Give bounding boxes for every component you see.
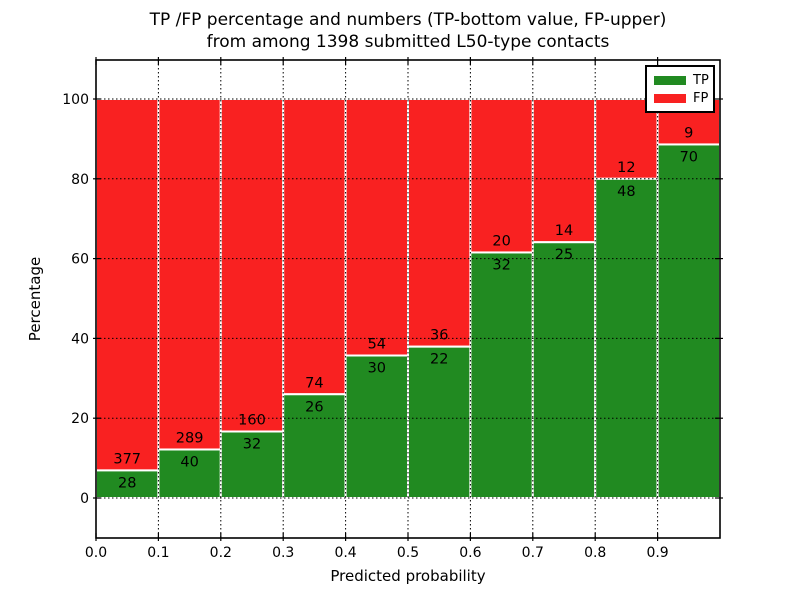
bar-tp-segment-1 (157, 448, 222, 499)
bar-tp-count-label-1: 40 (180, 454, 198, 470)
bar-fp-count-label-1: 289 (176, 430, 204, 446)
chart-title-line-2: from among 1398 submitted L50-type conta… (206, 32, 610, 52)
bar-fp-count-label-6: 20 (492, 233, 510, 249)
x-tick-label-0.2: 0.2 (210, 545, 232, 561)
chart-title: TP /FP percentage and numbers (TP-bottom… (96, 9, 720, 53)
legend-item-tp: TP (654, 72, 709, 88)
bar-tp-segment-5 (407, 345, 472, 500)
bar-tp-count-label-4: 30 (368, 361, 386, 377)
bar-fp-segment-1 (157, 98, 222, 451)
bar-tp-count-label-9: 70 (680, 149, 698, 165)
bar-fp-count-label-9: 9 (684, 125, 693, 141)
bar-fp-segment-6 (469, 98, 534, 254)
bar-tp-count-label-7: 25 (555, 247, 573, 263)
y-tick-label-40: 40 (71, 331, 89, 347)
y-tick-label-20: 20 (71, 411, 89, 427)
bar-fp-segment-4 (344, 98, 410, 357)
legend-tp-swatch-icon (654, 75, 686, 85)
bar-tp-count-label-5: 22 (430, 352, 448, 368)
bar-fp-count-label-4: 54 (368, 337, 386, 353)
y-tick-label-60: 60 (71, 252, 89, 268)
legend-fp-label: FP (693, 90, 709, 106)
x-tick-label-0.1: 0.1 (147, 545, 169, 561)
bar-tp-segment-8 (594, 177, 659, 500)
legend: TP FP (645, 65, 715, 113)
x-tick-label-0.4: 0.4 (334, 545, 356, 561)
bar-fp-segment-7 (531, 98, 597, 244)
x-tick-label-0.0: 0.0 (85, 545, 107, 561)
y-axis-label: Percentage (26, 257, 44, 341)
bar-tp-segment-3 (282, 393, 347, 500)
legend-item-fp: FP (654, 90, 709, 106)
y-tick-label-100: 100 (62, 92, 89, 108)
bar-fp-segment-2 (219, 98, 285, 433)
chart-title-line-1: TP /FP percentage and numbers (TP-bottom… (149, 10, 667, 30)
legend-tp-label: TP (693, 72, 709, 88)
bar-tp-segment-4 (344, 354, 410, 499)
bar-fp-count-label-8: 12 (617, 160, 635, 176)
bar-fp-count-label-2: 160 (238, 413, 266, 429)
y-tick-label-0: 0 (80, 491, 89, 507)
bar-fp-segment-0 (95, 98, 160, 472)
x-axis-label: Predicted probability (330, 567, 485, 585)
bar-tp-segment-7 (531, 241, 597, 499)
bar-tp-segment-2 (219, 430, 285, 499)
bar-fp-segment-3 (282, 98, 347, 396)
bar-tp-count-label-6: 32 (492, 257, 510, 273)
bar-tp-count-label-2: 32 (243, 437, 261, 453)
bar-fp-segment-5 (407, 98, 472, 348)
bar-fp-count-label-0: 377 (113, 451, 141, 467)
legend-fp-swatch-icon (654, 93, 686, 103)
x-tick-label-0.6: 0.6 (459, 545, 481, 561)
bar-tp-segment-9 (656, 143, 721, 500)
bar-fp-count-label-5: 36 (430, 328, 448, 344)
bar-tp-count-label-0: 28 (118, 475, 136, 491)
x-tick-label-0.3: 0.3 (272, 545, 294, 561)
bar-tp-count-label-3: 26 (305, 399, 323, 415)
y-tick-label-80: 80 (71, 172, 89, 188)
bar-tp-count-label-8: 48 (617, 184, 635, 200)
x-tick-label-0.5: 0.5 (397, 545, 419, 561)
x-tick-label-0.7: 0.7 (522, 545, 544, 561)
bar-fp-count-label-3: 74 (305, 375, 323, 391)
x-tick-label-0.8: 0.8 (584, 545, 606, 561)
x-tick-label-0.9: 0.9 (646, 545, 668, 561)
bar-tp-segment-6 (469, 251, 534, 499)
bar-fp-count-label-7: 14 (555, 223, 573, 239)
